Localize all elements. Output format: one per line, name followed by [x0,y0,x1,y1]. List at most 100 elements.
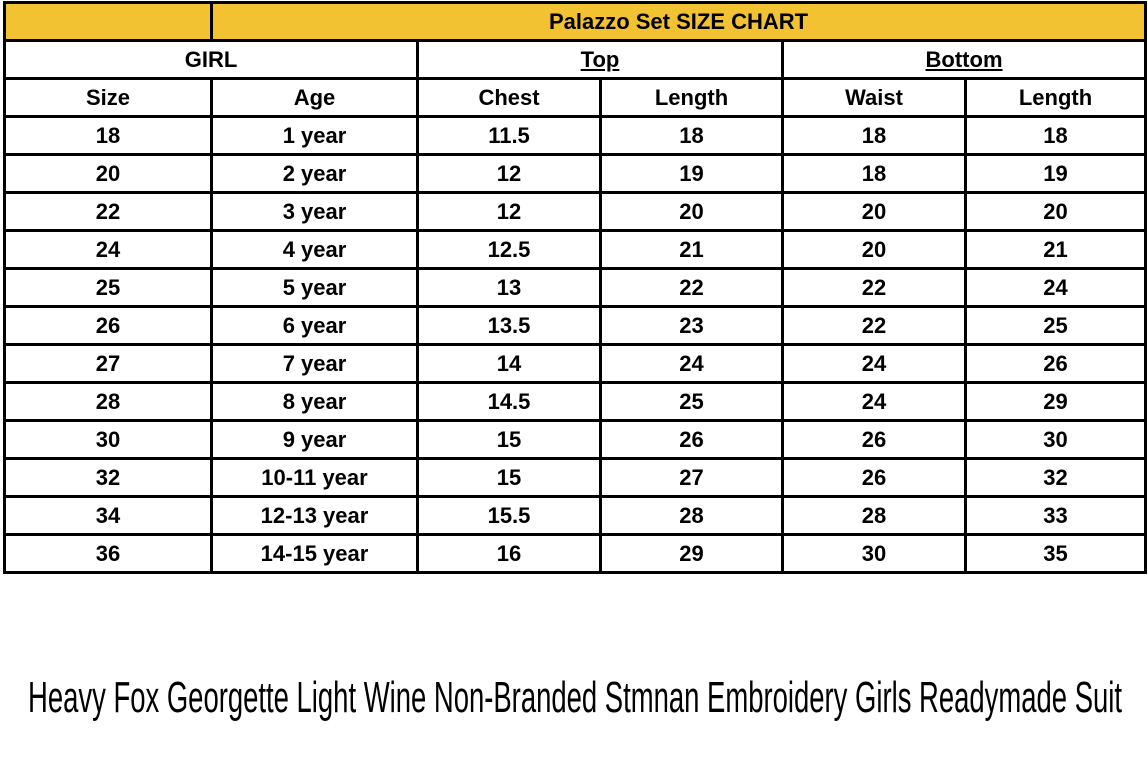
group-label: Top [580,46,620,72]
data-row: 20 2 year 12 19 18 19 [3,153,1148,194]
cell: 33 [963,495,1148,536]
cell: 12.5 [416,229,602,270]
column-header-row: Size Age Chest Length Waist Length [3,77,1148,118]
cell: 29 [599,533,784,574]
cell: 24 [781,343,967,384]
data-row: 25 5 year 13 22 22 24 [3,267,1148,308]
data-row: 30 9 year 15 26 26 30 [3,419,1148,460]
data-row: 32 10-11 year 15 27 26 32 [3,457,1148,498]
data-row: 28 8 year 14.5 25 24 29 [3,381,1148,422]
cell: 6 year [210,305,419,346]
cell: 11.5 [416,115,602,156]
cell: 34 [3,495,213,536]
cell: 13.5 [416,305,602,346]
table-title: Palazzo Set SIZE CHART [209,1,1148,42]
cell: 24 [599,343,784,384]
cell: 16 [416,533,602,574]
cell: 29 [963,381,1148,422]
cell: 15.5 [416,495,602,536]
cell: 30 [963,419,1148,460]
cell: 15 [416,419,602,460]
cell: 13 [416,267,602,308]
size-table: Palazzo Set SIZE CHART GIRL Top Bottom S… [3,1,1148,574]
column-header: Length [599,77,784,118]
group-header: GIRL [3,39,419,80]
cell: 4 year [210,229,419,270]
blank-cell [3,1,213,42]
cell: 14-15 year [210,533,419,574]
column-header: Age [210,77,419,118]
caption-area: Heavy Fox Georgette Light Wine Non-Brand… [28,673,1122,722]
cell: 21 [963,229,1148,270]
group-header: Top [416,39,784,80]
cell: 22 [599,267,784,308]
cell: 19 [963,153,1148,194]
cell: 30 [781,533,967,574]
group-row: GIRL Top Bottom [3,39,1148,80]
cell: 25 [963,305,1148,346]
cell: 26 [781,419,967,460]
cell: 20 [781,191,967,232]
cell: 1 year [210,115,419,156]
data-row: 26 6 year 13.5 23 22 25 [3,305,1148,346]
cell: 25 [599,381,784,422]
caption: Heavy Fox Georgette Light Wine Non-Brand… [28,673,1122,722]
cell: 12-13 year [210,495,419,536]
cell: 30 [3,419,213,460]
group-label: GIRL [184,46,238,72]
data-row: 24 4 year 12.5 21 20 21 [3,229,1148,270]
cell: 22 [781,267,967,308]
cell: 22 [781,305,967,346]
data-row: 18 1 year 11.5 18 18 18 [3,115,1148,156]
column-header: Waist [781,77,967,118]
cell: 26 [3,305,213,346]
cell: 18 [781,153,967,194]
cell: 14 [416,343,602,384]
cell: 20 [3,153,213,194]
cell: 32 [963,457,1148,498]
cell: 25 [3,267,213,308]
cell: 28 [781,495,967,536]
cell: 7 year [210,343,419,384]
cell: 28 [599,495,784,536]
data-row: 22 3 year 12 20 20 20 [3,191,1148,232]
cell: 9 year [210,419,419,460]
cell: 3 year [210,191,419,232]
title-row: Palazzo Set SIZE CHART [3,1,1148,42]
cell: 24 [963,267,1148,308]
cell: 26 [599,419,784,460]
cell: 8 year [210,381,419,422]
cell: 15 [416,457,602,498]
cell: 14.5 [416,381,602,422]
group-label: Bottom [925,46,1003,72]
cell: 21 [599,229,784,270]
cell: 23 [599,305,784,346]
cell: 26 [781,457,967,498]
cell: 26 [963,343,1148,384]
column-header: Chest [416,77,602,118]
column-header: Length [963,77,1148,118]
cell: 20 [963,191,1148,232]
cell: 19 [599,153,784,194]
cell: 5 year [210,267,419,308]
cell: 35 [963,533,1148,574]
cell: 24 [781,381,967,422]
cell: 18 [599,115,784,156]
cell: 18 [781,115,967,156]
cell: 20 [599,191,784,232]
cell: 18 [3,115,213,156]
cell: 24 [3,229,213,270]
cell: 22 [3,191,213,232]
cell: 27 [599,457,784,498]
cell: 27 [3,343,213,384]
column-header: Size [3,77,213,118]
cell: 32 [3,457,213,498]
cell: 10-11 year [210,457,419,498]
cell: 12 [416,191,602,232]
data-row: 27 7 year 14 24 24 26 [3,343,1148,384]
cell: 2 year [210,153,419,194]
cell: 20 [781,229,967,270]
data-row: 34 12-13 year 15.5 28 28 33 [3,495,1148,536]
group-header: Bottom [780,39,1148,80]
cell: 18 [963,115,1148,156]
